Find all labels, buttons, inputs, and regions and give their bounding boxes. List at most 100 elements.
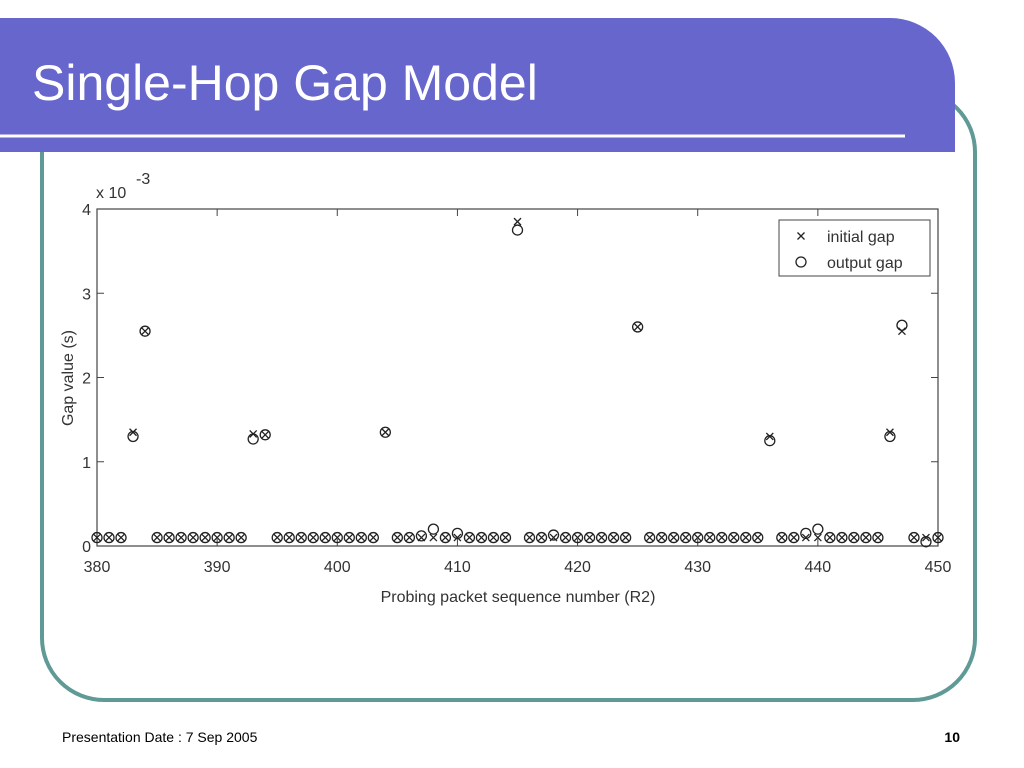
x-tick-label: 440 (805, 559, 832, 576)
data-point (619, 531, 632, 544)
data-point (836, 531, 848, 544)
data-point (115, 531, 127, 544)
x-tick-label: 380 (84, 559, 111, 576)
title-bar (0, 18, 955, 152)
legend-label: initial gap (827, 229, 895, 246)
data-point (189, 533, 198, 542)
data-point (547, 529, 560, 541)
data-point (910, 533, 918, 542)
data-point (139, 325, 151, 337)
y-tick-label: 4 (82, 202, 91, 219)
data-point (764, 435, 776, 447)
data-point (776, 531, 788, 544)
data-point (729, 533, 738, 542)
data-point (475, 531, 488, 544)
data-point (331, 531, 343, 544)
data-point (741, 533, 750, 542)
data-point (273, 533, 282, 542)
data-point (656, 531, 668, 544)
data-point (427, 523, 440, 535)
data-point (91, 531, 103, 544)
data-point (705, 533, 714, 542)
data-point (343, 531, 355, 544)
data-point (199, 531, 211, 544)
data-point (259, 429, 271, 441)
data-point (501, 533, 510, 542)
data-point (465, 533, 474, 542)
data-point (271, 531, 283, 544)
x-tick-label: 410 (444, 559, 471, 576)
data-point (607, 531, 620, 544)
data-point (801, 533, 810, 542)
data-point (369, 533, 378, 542)
data-point (153, 533, 162, 542)
data-point (583, 531, 596, 544)
data-point (561, 533, 570, 542)
data-point (105, 533, 113, 542)
data-point (585, 533, 594, 542)
data-point (692, 531, 704, 544)
data-point (261, 430, 270, 439)
data-point (127, 430, 139, 443)
data-point (752, 531, 764, 544)
data-point (559, 531, 572, 544)
data-point (439, 531, 452, 544)
data-point (393, 533, 402, 542)
data-point (609, 533, 618, 542)
data-point (704, 531, 716, 544)
data-point (525, 533, 534, 542)
data-point (717, 533, 726, 542)
data-point (873, 533, 882, 542)
data-point (788, 531, 800, 544)
data-point (812, 523, 824, 535)
page-number: 10 (944, 729, 960, 745)
data-point (597, 533, 606, 542)
data-point (849, 533, 858, 542)
data-point (825, 533, 834, 542)
data-point (165, 533, 174, 542)
data-point (716, 531, 728, 544)
y-scale-label: x 10 (96, 185, 126, 202)
y-axis-label: Gap value (s) (60, 330, 77, 426)
data-point (355, 531, 367, 544)
data-point (451, 527, 464, 540)
data-point (309, 533, 318, 542)
y-tick-label: 3 (82, 286, 91, 303)
data-point (247, 433, 259, 445)
data-point (537, 533, 546, 542)
data-point (848, 531, 860, 544)
data-point (187, 531, 199, 544)
data-point (885, 428, 894, 437)
x-tick-label: 430 (684, 559, 711, 576)
data-point (896, 319, 908, 331)
data-point (523, 531, 536, 544)
data-point (429, 533, 438, 542)
data-point (345, 533, 354, 542)
data-point (307, 531, 319, 544)
legend-marker (797, 232, 805, 240)
data-point (235, 531, 247, 544)
data-point (129, 428, 138, 437)
data-point (511, 224, 524, 236)
data-point (213, 533, 222, 542)
y-tick-label: 0 (82, 539, 91, 556)
data-point (477, 533, 486, 542)
data-point (141, 327, 150, 336)
data-point (283, 531, 295, 544)
data-point (357, 533, 366, 542)
data-point (922, 533, 930, 542)
data-point (920, 536, 932, 548)
data-point (499, 531, 512, 544)
data-point (201, 533, 210, 542)
x-tick-label: 390 (204, 559, 231, 576)
data-point (668, 531, 680, 544)
data-point (633, 322, 642, 331)
data-point (631, 321, 644, 333)
data-point (487, 531, 500, 544)
data-point (860, 531, 872, 544)
data-point (740, 531, 752, 544)
data-point (681, 533, 690, 542)
data-point (177, 533, 186, 542)
